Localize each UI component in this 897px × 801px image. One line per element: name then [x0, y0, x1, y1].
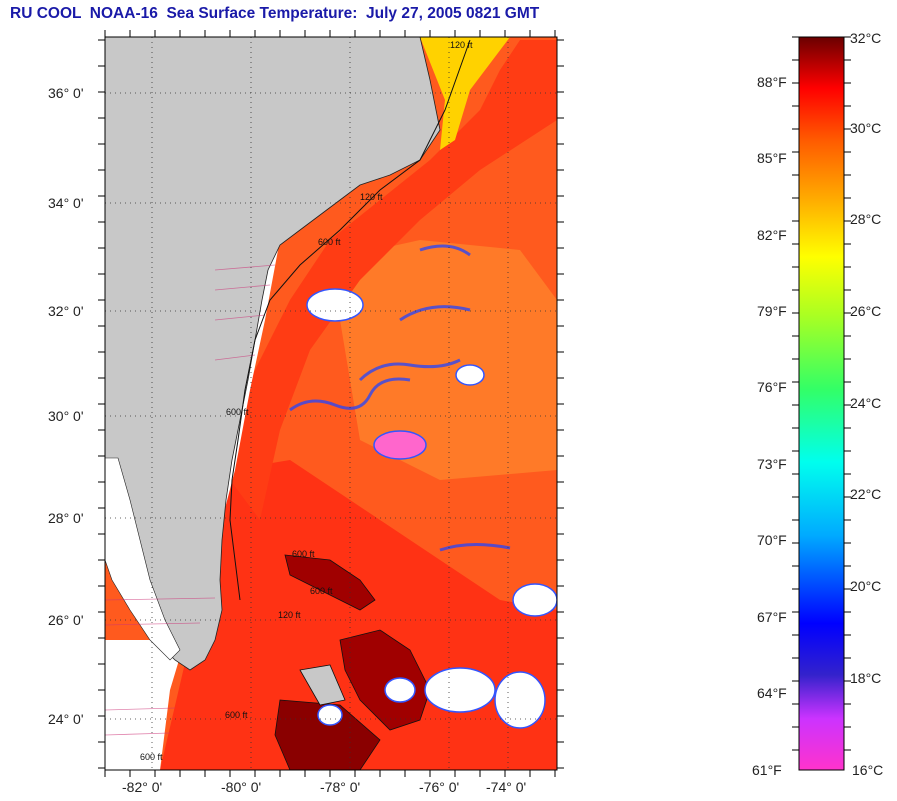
frame-ticks: [98, 30, 564, 777]
lon-labels: -82° 0' -80° 0' -78° 0' -76° 0' -74° 0': [122, 779, 526, 795]
contour-label: 120 ft: [450, 40, 473, 50]
lat-label: 36° 0': [48, 85, 84, 101]
fahrenheit-label: 79°F: [757, 303, 787, 319]
fahrenheit-label: 82°F: [757, 227, 787, 243]
fahrenheit-label: 73°F: [757, 456, 787, 472]
lat-label: 34° 0': [48, 195, 84, 211]
celsius-label: 24°C: [850, 395, 881, 411]
celsius-label: 22°C: [850, 486, 881, 502]
graticule: [105, 37, 557, 770]
cool-eddies: [289, 244, 511, 552]
map-title: RU COOL NOAA-16 Sea Surface Temperature:…: [10, 5, 540, 22]
gulf-stream-band: [230, 40, 557, 520]
colorbar: [798, 36, 845, 771]
fahrenheit-label: 70°F: [757, 532, 787, 548]
bahamas-island: [339, 629, 431, 731]
celsius-label: 26°C: [850, 303, 881, 319]
fahrenheit-label: 88°F: [757, 74, 787, 90]
fahrenheit-label: 67°F: [757, 609, 787, 625]
celsius-label: 16°C: [852, 762, 883, 778]
contour-label: 600 ft: [318, 237, 341, 247]
bahamas-island: [284, 554, 376, 611]
lat-labels: 36° 0' 34° 0' 32° 0' 30° 0' 28° 0' 26° 0…: [48, 85, 84, 727]
scan-streaks: [105, 264, 276, 736]
contour-label: 600 ft: [226, 407, 249, 417]
contour-label: 600 ft: [310, 586, 333, 596]
celsius-label: 28°C: [850, 211, 881, 227]
fahrenheit-label: 64°F: [757, 685, 787, 701]
contour-label: 600 ft: [140, 752, 163, 762]
fahrenheit-label: 61°F: [752, 762, 782, 778]
celsius-label: 20°C: [850, 578, 881, 594]
cuba-coast: [299, 664, 346, 706]
contour-label: 120 ft: [360, 192, 383, 202]
colorbar-fahrenheit-labels: 88°F 85°F 82°F 79°F 76°F 73°F 70°F 67°F …: [752, 74, 787, 778]
celsius-label: 18°C: [850, 670, 881, 686]
contour-label: 120 ft: [278, 610, 301, 620]
cloud-strip: [105, 640, 185, 770]
depth-contour: [229, 39, 471, 601]
lat-label: 28° 0': [48, 510, 84, 526]
lon-label: -76° 0': [419, 779, 459, 795]
lat-label: 32° 0': [48, 303, 84, 319]
fahrenheit-label: 85°F: [757, 150, 787, 166]
lat-label: 24° 0': [48, 711, 84, 727]
lon-label: -74° 0': [486, 779, 526, 795]
celsius-label: 32°C: [850, 30, 881, 46]
shelf-water: [420, 37, 510, 150]
lat-label: 30° 0': [48, 408, 84, 424]
contour-labels: 120 ft 600 ft 120 ft 600 ft 600 ft 600 f…: [140, 40, 473, 762]
colorbar-ticks: [792, 36, 851, 751]
colorbar-celsius-labels: 32°C 30°C 28°C 26°C 24°C 22°C 20°C 18°C …: [850, 30, 883, 778]
lon-label: -80° 0': [221, 779, 261, 795]
lon-label: -82° 0': [122, 779, 162, 795]
contour-label: 600 ft: [225, 710, 248, 720]
fahrenheit-label: 76°F: [757, 379, 787, 395]
ocean-hot-zone: [330, 240, 557, 480]
celsius-label: 30°C: [850, 120, 881, 136]
cloud-patches: [306, 288, 557, 729]
lat-label: 26° 0': [48, 612, 84, 628]
contour-label: 600 ft: [292, 549, 315, 559]
land-keys: [105, 457, 181, 661]
bahamas-island: [274, 699, 381, 770]
lon-label: -78° 0': [320, 779, 360, 795]
